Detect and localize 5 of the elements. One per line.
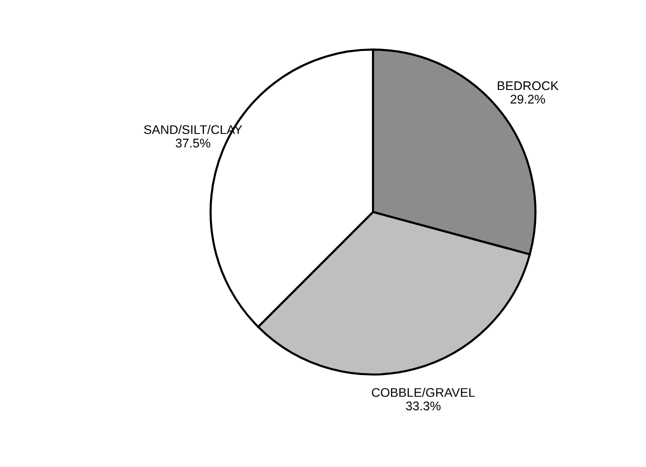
data-label: 29.2% xyxy=(510,94,546,104)
data-label: 33.3% xyxy=(406,402,441,410)
slice-label: COBBLE/GRAVEL xyxy=(372,388,475,397)
data-label: 37.5% xyxy=(176,138,210,148)
slice-label: BEDROCK xyxy=(498,81,558,90)
